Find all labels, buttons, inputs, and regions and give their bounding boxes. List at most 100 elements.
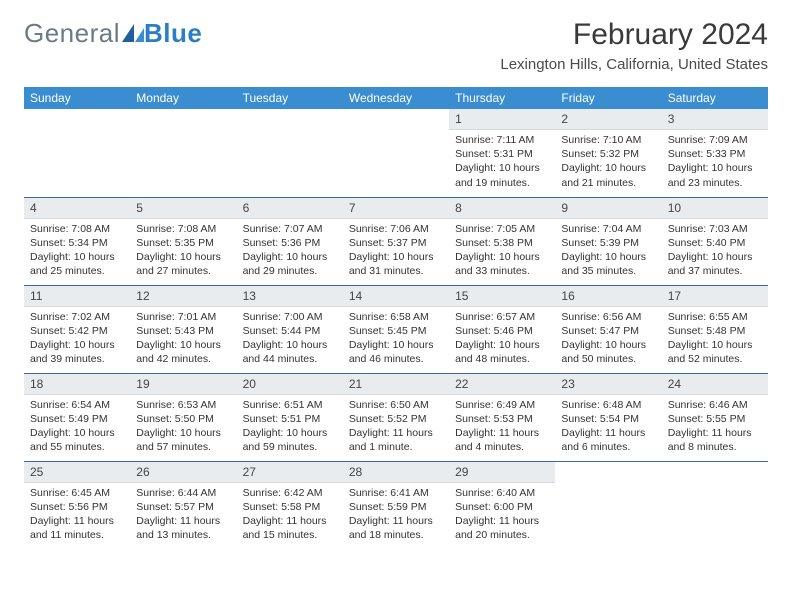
day-details: Sunrise: 6:54 AMSunset: 5:49 PMDaylight:… [24,395,130,461]
calendar-day-cell: 22Sunrise: 6:49 AMSunset: 5:53 PMDayligh… [449,373,555,461]
calendar-day-cell: 29Sunrise: 6:40 AMSunset: 6:00 PMDayligh… [449,461,555,549]
day-number: 25 [24,462,130,483]
day-details: Sunrise: 6:42 AMSunset: 5:58 PMDaylight:… [237,483,343,549]
day-number: 10 [662,198,768,219]
month-title: February 2024 [500,18,768,52]
day-details: Sunrise: 6:41 AMSunset: 5:59 PMDaylight:… [343,483,449,549]
calendar-day-cell: .. [555,461,661,549]
weekday-header: Saturday [662,87,768,109]
day-number: 27 [237,462,343,483]
day-details: Sunrise: 7:03 AMSunset: 5:40 PMDaylight:… [662,219,768,285]
day-number: 13 [237,286,343,307]
calendar-week-row: 11Sunrise: 7:02 AMSunset: 5:42 PMDayligh… [24,285,768,373]
weekday-header: Friday [555,87,661,109]
day-details: Sunrise: 7:02 AMSunset: 5:42 PMDaylight:… [24,307,130,373]
calendar-day-cell: 8Sunrise: 7:05 AMSunset: 5:38 PMDaylight… [449,197,555,285]
calendar-day-cell: 18Sunrise: 6:54 AMSunset: 5:49 PMDayligh… [24,373,130,461]
calendar-day-cell: .. [130,109,236,197]
weekday-header: Wednesday [343,87,449,109]
calendar-day-cell: 28Sunrise: 6:41 AMSunset: 5:59 PMDayligh… [343,461,449,549]
calendar-day-cell: 27Sunrise: 6:42 AMSunset: 5:58 PMDayligh… [237,461,343,549]
day-details: Sunrise: 6:49 AMSunset: 5:53 PMDaylight:… [449,395,555,461]
day-number: 23 [555,374,661,395]
calendar-day-cell: 25Sunrise: 6:45 AMSunset: 5:56 PMDayligh… [24,461,130,549]
day-details: Sunrise: 6:56 AMSunset: 5:47 PMDaylight:… [555,307,661,373]
day-number: 22 [449,374,555,395]
calendar-day-cell: 19Sunrise: 6:53 AMSunset: 5:50 PMDayligh… [130,373,236,461]
day-details: Sunrise: 6:44 AMSunset: 5:57 PMDaylight:… [130,483,236,549]
weekday-header: Sunday [24,87,130,109]
weekday-header-row: SundayMondayTuesdayWednesdayThursdayFrid… [24,87,768,109]
day-details: Sunrise: 7:08 AMSunset: 5:35 PMDaylight:… [130,219,236,285]
day-details: Sunrise: 6:45 AMSunset: 5:56 PMDaylight:… [24,483,130,549]
day-number: 12 [130,286,236,307]
day-details: Sunrise: 6:50 AMSunset: 5:52 PMDaylight:… [343,395,449,461]
day-details: Sunrise: 7:11 AMSunset: 5:31 PMDaylight:… [449,130,555,196]
calendar-table: SundayMondayTuesdayWednesdayThursdayFrid… [24,87,768,549]
day-details: Sunrise: 6:46 AMSunset: 5:55 PMDaylight:… [662,395,768,461]
day-number: 16 [555,286,661,307]
calendar-day-cell: 24Sunrise: 6:46 AMSunset: 5:55 PMDayligh… [662,373,768,461]
calendar-day-cell: 14Sunrise: 6:58 AMSunset: 5:45 PMDayligh… [343,285,449,373]
logo-sail-icon [122,18,144,36]
day-details: Sunrise: 7:00 AMSunset: 5:44 PMDaylight:… [237,307,343,373]
calendar-day-cell: .. [24,109,130,197]
day-number: 4 [24,198,130,219]
day-details: Sunrise: 6:55 AMSunset: 5:48 PMDaylight:… [662,307,768,373]
day-details: Sunrise: 7:08 AMSunset: 5:34 PMDaylight:… [24,219,130,285]
calendar-week-row: 25Sunrise: 6:45 AMSunset: 5:56 PMDayligh… [24,461,768,549]
calendar-day-cell: 10Sunrise: 7:03 AMSunset: 5:40 PMDayligh… [662,197,768,285]
day-details: Sunrise: 6:48 AMSunset: 5:54 PMDaylight:… [555,395,661,461]
calendar-week-row: ........1Sunrise: 7:11 AMSunset: 5:31 PM… [24,109,768,197]
calendar-week-row: 4Sunrise: 7:08 AMSunset: 5:34 PMDaylight… [24,197,768,285]
day-number: 8 [449,198,555,219]
calendar-day-cell: 11Sunrise: 7:02 AMSunset: 5:42 PMDayligh… [24,285,130,373]
day-number: 21 [343,374,449,395]
day-number: 14 [343,286,449,307]
calendar-day-cell: 15Sunrise: 6:57 AMSunset: 5:46 PMDayligh… [449,285,555,373]
day-details: Sunrise: 7:04 AMSunset: 5:39 PMDaylight:… [555,219,661,285]
calendar-day-cell: 16Sunrise: 6:56 AMSunset: 5:47 PMDayligh… [555,285,661,373]
day-number: 28 [343,462,449,483]
day-number: 17 [662,286,768,307]
calendar-day-cell: 4Sunrise: 7:08 AMSunset: 5:34 PMDaylight… [24,197,130,285]
weekday-header: Tuesday [237,87,343,109]
day-details: Sunrise: 7:07 AMSunset: 5:36 PMDaylight:… [237,219,343,285]
day-number: 1 [449,109,555,130]
calendar-day-cell: 9Sunrise: 7:04 AMSunset: 5:39 PMDaylight… [555,197,661,285]
logo: General Blue [24,18,202,49]
day-details: Sunrise: 6:53 AMSunset: 5:50 PMDaylight:… [130,395,236,461]
calendar-week-row: 18Sunrise: 6:54 AMSunset: 5:49 PMDayligh… [24,373,768,461]
day-number: 2 [555,109,661,130]
day-number: 20 [237,374,343,395]
day-number: 19 [130,374,236,395]
day-number: 24 [662,374,768,395]
calendar-day-cell: 7Sunrise: 7:06 AMSunset: 5:37 PMDaylight… [343,197,449,285]
location-text: Lexington Hills, California, United Stat… [500,56,768,73]
day-number: 15 [449,286,555,307]
calendar-day-cell: 13Sunrise: 7:00 AMSunset: 5:44 PMDayligh… [237,285,343,373]
calendar-day-cell: 12Sunrise: 7:01 AMSunset: 5:43 PMDayligh… [130,285,236,373]
calendar-day-cell: 26Sunrise: 6:44 AMSunset: 5:57 PMDayligh… [130,461,236,549]
day-number: 11 [24,286,130,307]
day-details: Sunrise: 7:10 AMSunset: 5:32 PMDaylight:… [555,130,661,196]
day-details: Sunrise: 7:05 AMSunset: 5:38 PMDaylight:… [449,219,555,285]
calendar-day-cell: 17Sunrise: 6:55 AMSunset: 5:48 PMDayligh… [662,285,768,373]
day-number: 7 [343,198,449,219]
calendar-day-cell: 2Sunrise: 7:10 AMSunset: 5:32 PMDaylight… [555,109,661,197]
day-details: Sunrise: 7:01 AMSunset: 5:43 PMDaylight:… [130,307,236,373]
day-details: Sunrise: 6:58 AMSunset: 5:45 PMDaylight:… [343,307,449,373]
weekday-header: Monday [130,87,236,109]
calendar-day-cell: 21Sunrise: 6:50 AMSunset: 5:52 PMDayligh… [343,373,449,461]
logo-text-general: General [24,18,120,49]
day-number: 9 [555,198,661,219]
calendar-day-cell: 3Sunrise: 7:09 AMSunset: 5:33 PMDaylight… [662,109,768,197]
day-number: 6 [237,198,343,219]
logo-text-blue: Blue [144,18,202,49]
calendar-day-cell: 5Sunrise: 7:08 AMSunset: 5:35 PMDaylight… [130,197,236,285]
calendar-day-cell: 1Sunrise: 7:11 AMSunset: 5:31 PMDaylight… [449,109,555,197]
calendar-day-cell: 6Sunrise: 7:07 AMSunset: 5:36 PMDaylight… [237,197,343,285]
day-details: Sunrise: 6:40 AMSunset: 6:00 PMDaylight:… [449,483,555,549]
calendar-day-cell: .. [343,109,449,197]
day-number: 26 [130,462,236,483]
